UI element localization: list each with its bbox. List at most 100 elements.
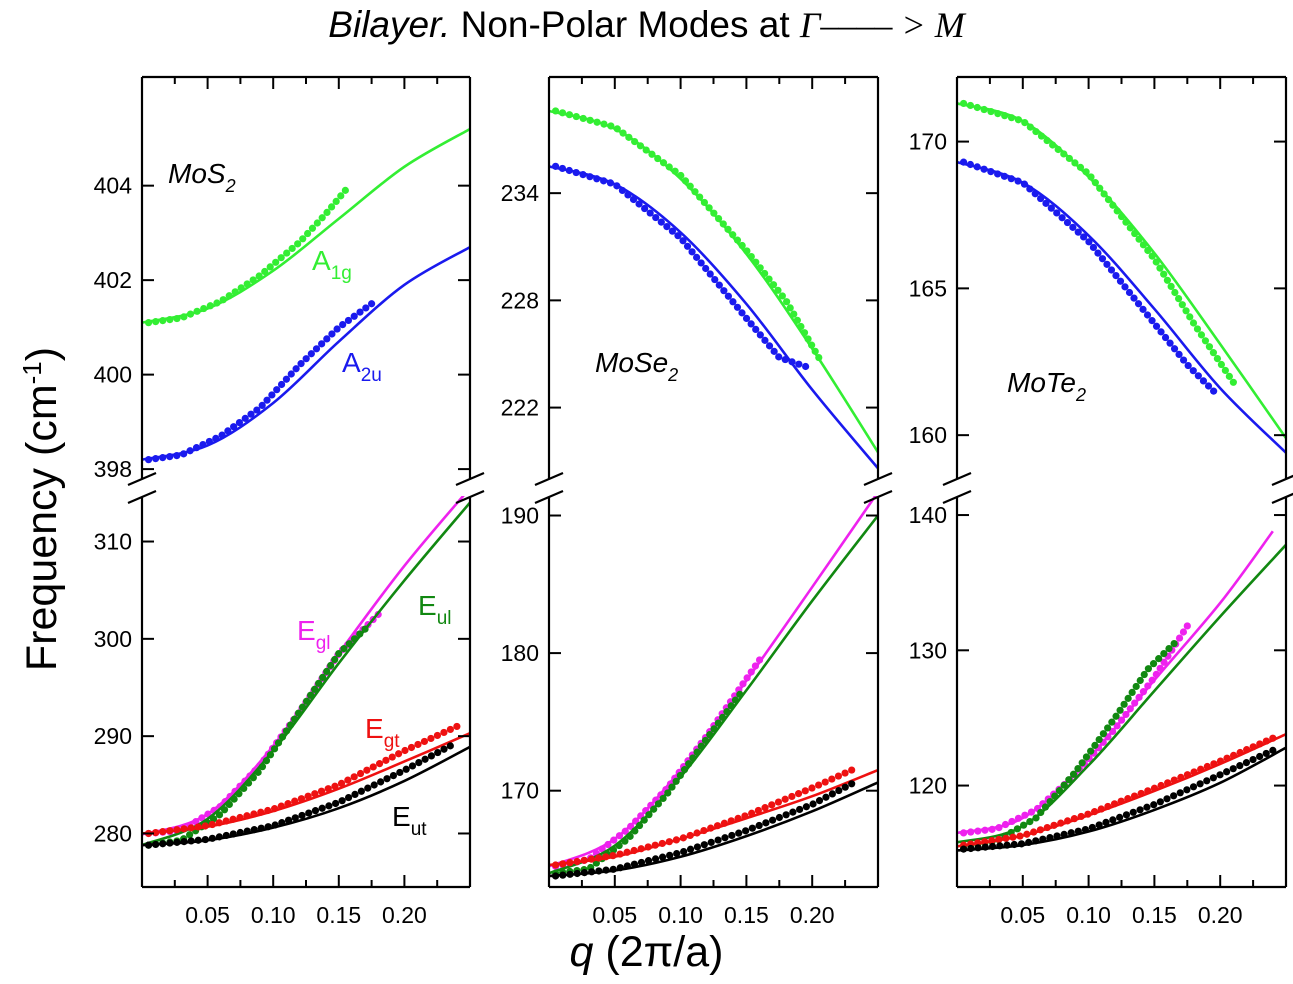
data-point-Egt — [187, 824, 195, 832]
data-point-Egt — [700, 826, 708, 835]
data-point-Egt — [324, 785, 332, 793]
data-point-Egt — [395, 750, 403, 758]
axis-break-mark — [127, 489, 157, 505]
data-point-Eul — [1020, 821, 1028, 829]
data-point-A2u — [1000, 172, 1009, 180]
data-point-A1g — [980, 105, 988, 114]
data-point-Eul — [727, 702, 735, 710]
axis-break-mask — [533, 480, 565, 496]
data-point-A2u — [199, 440, 207, 449]
data-point-Egt — [821, 778, 829, 786]
data-point-A2u — [679, 237, 687, 245]
y-tick-label: 165 — [909, 275, 947, 301]
data-point-Eut — [1196, 780, 1204, 788]
data-point-Eut — [1053, 832, 1061, 840]
data-point-A2u — [706, 270, 714, 278]
data-point-A1g — [1213, 354, 1222, 363]
data-point-Eut — [351, 790, 359, 799]
data-point-A2u — [302, 355, 310, 363]
axis-break-mark — [455, 471, 485, 487]
data-point-A2u — [152, 455, 160, 463]
data-point-Eut — [693, 843, 702, 851]
data-point-Eut — [370, 781, 378, 789]
data-point-A1g — [654, 154, 662, 163]
data-point-A2u — [258, 401, 266, 410]
data-point-Eut — [408, 762, 417, 770]
data-point-Egt — [707, 824, 715, 832]
data-point-A2u — [747, 320, 755, 328]
data-point-Egt — [848, 766, 856, 774]
data-point-A2u — [733, 303, 742, 311]
y-tick-label: 170 — [501, 778, 539, 804]
data-point-Eul — [266, 751, 275, 759]
data-point-A2u — [742, 314, 751, 323]
data-point-Eut — [1176, 789, 1184, 797]
data-point-A2u — [795, 360, 803, 368]
data-point-Egt — [841, 769, 849, 777]
data-point-Egl — [981, 826, 989, 834]
lower-series-group — [957, 530, 1286, 853]
data-point-A1g — [696, 193, 704, 201]
data-point-Egl — [1131, 699, 1139, 707]
data-point-Eul — [209, 815, 218, 823]
data-point-Eut — [762, 819, 770, 827]
data-point-Eul — [650, 805, 658, 813]
data-point-A2u — [752, 325, 760, 333]
data-point-Eul — [1055, 787, 1064, 795]
title-math: Γ–––– > M — [799, 5, 965, 45]
data-point-Eut — [1136, 806, 1144, 814]
data-point-Eut — [828, 790, 836, 798]
data-point-A2u — [1085, 238, 1093, 246]
data-point-A2u — [729, 298, 737, 306]
data-point-A1g — [681, 177, 690, 185]
data-point-A1g — [294, 240, 302, 248]
data-point-Eut — [680, 847, 688, 856]
data-point-A1g — [811, 347, 819, 355]
series-line-Egl — [142, 487, 470, 836]
data-point-A1g — [700, 198, 709, 207]
series-line-Eul — [549, 514, 878, 875]
data-point-A2u — [1074, 228, 1082, 236]
data-point-Egl — [1113, 722, 1121, 730]
data-point-Egt — [713, 822, 722, 830]
data-point-Egt — [1063, 817, 1072, 825]
data-point-A1g — [1131, 229, 1139, 238]
data-point-A1g — [551, 107, 560, 115]
data-point-A2u — [1161, 333, 1170, 342]
data-point-A2u — [688, 248, 696, 256]
data-point-Eut — [630, 860, 639, 868]
data-point-A2u — [624, 191, 632, 199]
data-point-Egt — [173, 826, 181, 834]
series-label-Eul: Eul — [418, 590, 451, 629]
data-point-Eut — [325, 802, 333, 810]
data-point-A2u — [247, 410, 255, 418]
data-point-Eul — [615, 841, 623, 850]
data-point-Egt — [761, 804, 769, 812]
data-point-A2u — [593, 175, 601, 183]
data-point-A1g — [747, 252, 755, 261]
series-line-A2u — [142, 245, 470, 461]
data-point-Egt — [304, 792, 312, 800]
data-point-Egt — [369, 763, 377, 771]
data-point-A2u — [579, 171, 587, 179]
data-point-Egt — [1229, 751, 1238, 759]
data-point-Egt — [1137, 789, 1145, 798]
data-point-A1g — [249, 276, 257, 284]
data-point-Eul — [1108, 718, 1116, 726]
data-point-A2u — [572, 168, 580, 177]
data-point-Eut — [440, 745, 448, 753]
data-point-Eul — [1120, 700, 1128, 708]
y-tick-label: 398 — [94, 456, 132, 482]
data-point-Eut — [364, 784, 372, 792]
data-point-A2u — [702, 264, 710, 273]
data-point-A1g — [1037, 132, 1046, 140]
data-point-Egl — [959, 829, 968, 837]
data-point-Eul — [714, 719, 722, 727]
data-point-Eut — [236, 828, 244, 837]
data-point-A1g — [1043, 136, 1051, 145]
data-point-Eut — [166, 839, 174, 847]
data-point-A2u — [1148, 317, 1156, 325]
data-point-A1g — [1100, 190, 1108, 198]
data-point-Eul — [1155, 655, 1163, 663]
data-point-Eut — [201, 835, 209, 844]
